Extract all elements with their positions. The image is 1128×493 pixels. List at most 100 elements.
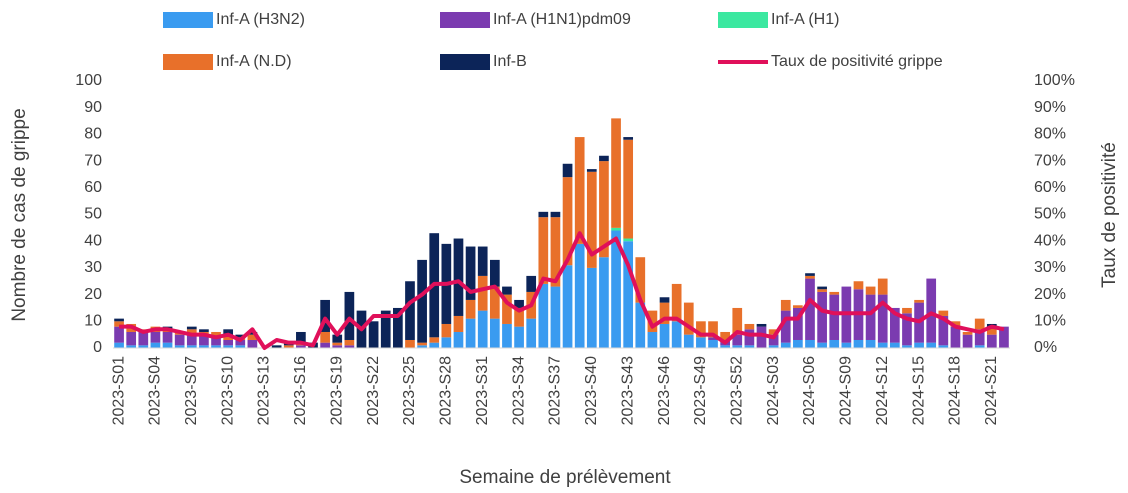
bar (974, 345, 985, 348)
legend-label: Inf-A (H1N1)pdm09 (493, 11, 631, 28)
bar (877, 294, 888, 343)
bar (296, 345, 306, 348)
bar (320, 299, 330, 332)
bar (320, 331, 330, 343)
y-tick-label: 50 (84, 206, 102, 223)
bar (974, 318, 985, 330)
y2-tick-label: 80% (1034, 126, 1066, 143)
y-tick-label: 100 (75, 72, 102, 89)
legend-swatch (163, 54, 213, 70)
bar (586, 171, 597, 268)
bar (526, 275, 537, 292)
bar (441, 337, 452, 348)
y-tick-label: 40 (84, 232, 102, 249)
x-tick-label: 2023-S28 (438, 356, 455, 425)
x-tick-label: 2023-S01 (110, 356, 127, 425)
y2-tick-label: 0% (1034, 339, 1057, 356)
bar (320, 342, 330, 348)
bar (538, 217, 549, 284)
bar (344, 345, 355, 348)
bar (441, 323, 452, 338)
bar (805, 339, 815, 348)
bar (126, 345, 137, 348)
bar (756, 323, 767, 327)
legend-label: Inf-B (493, 53, 527, 70)
bar (211, 331, 221, 338)
bar (659, 297, 670, 303)
bar (489, 259, 500, 287)
bar (817, 289, 827, 292)
bar (623, 137, 634, 140)
bar (453, 315, 464, 332)
x-tick-label: 2023-S34 (510, 356, 527, 425)
bar (744, 329, 755, 346)
bar (938, 310, 949, 316)
bar (865, 294, 876, 340)
bar (574, 243, 585, 348)
x-tick-label: 2023-S19 (328, 356, 345, 425)
y2-tick-label: 20% (1034, 286, 1066, 303)
bar (489, 318, 500, 348)
x-tick-label: 2023-S40 (583, 356, 600, 425)
bar (174, 345, 185, 348)
y2-tick-label: 40% (1034, 232, 1066, 249)
bar (696, 321, 706, 338)
bar (574, 137, 585, 244)
y2-tick-label: 70% (1034, 152, 1066, 169)
bar (708, 339, 718, 348)
legend-swatch (718, 12, 768, 28)
bar (841, 342, 852, 348)
bar (502, 286, 512, 295)
bar (611, 118, 621, 228)
bar (962, 334, 973, 348)
bar (635, 302, 646, 348)
bar (744, 345, 755, 348)
bar (780, 342, 791, 348)
bar (247, 334, 258, 340)
bar (489, 286, 500, 319)
bar (114, 321, 124, 327)
bar (599, 155, 609, 162)
bar (405, 339, 415, 348)
y-axis-title: Nombre de cas de grippe (9, 108, 30, 321)
bar (732, 345, 743, 348)
x-tick-label: 2023-S46 (656, 356, 673, 425)
y-tick-label: 10 (84, 313, 102, 330)
y2-tick-label: 10% (1034, 313, 1066, 330)
bar (223, 329, 234, 335)
x-tick-label: 2023-S04 (147, 356, 164, 425)
bar (877, 278, 888, 295)
x-tick-label: 2023-S25 (401, 356, 418, 425)
bar (186, 329, 197, 335)
bar (780, 310, 791, 343)
bar (708, 321, 718, 338)
bar (114, 318, 124, 322)
bar (817, 342, 827, 348)
x-tick-label: 2024-S06 (801, 356, 818, 425)
bar (453, 331, 464, 348)
x-tick-label: 2023-S16 (292, 356, 309, 425)
bar (199, 345, 209, 348)
bar (344, 339, 355, 346)
bar (247, 331, 258, 335)
bar (114, 342, 124, 348)
bar (586, 267, 597, 348)
bar (162, 342, 173, 348)
bar (829, 291, 840, 295)
bar (186, 326, 197, 330)
bar (271, 345, 282, 348)
bar (283, 345, 294, 348)
bar (926, 278, 937, 343)
bar (623, 139, 634, 239)
bar (914, 342, 924, 348)
x-tick-label: 2024-S15 (910, 356, 927, 425)
bar (986, 334, 997, 348)
y-tick-label: 30 (84, 259, 102, 276)
bar (683, 334, 694, 348)
bar (477, 310, 488, 348)
y-tick-label: 20 (84, 286, 102, 303)
x-tick-label: 2023-S49 (692, 356, 709, 425)
bar (732, 307, 743, 335)
bar (805, 278, 815, 340)
